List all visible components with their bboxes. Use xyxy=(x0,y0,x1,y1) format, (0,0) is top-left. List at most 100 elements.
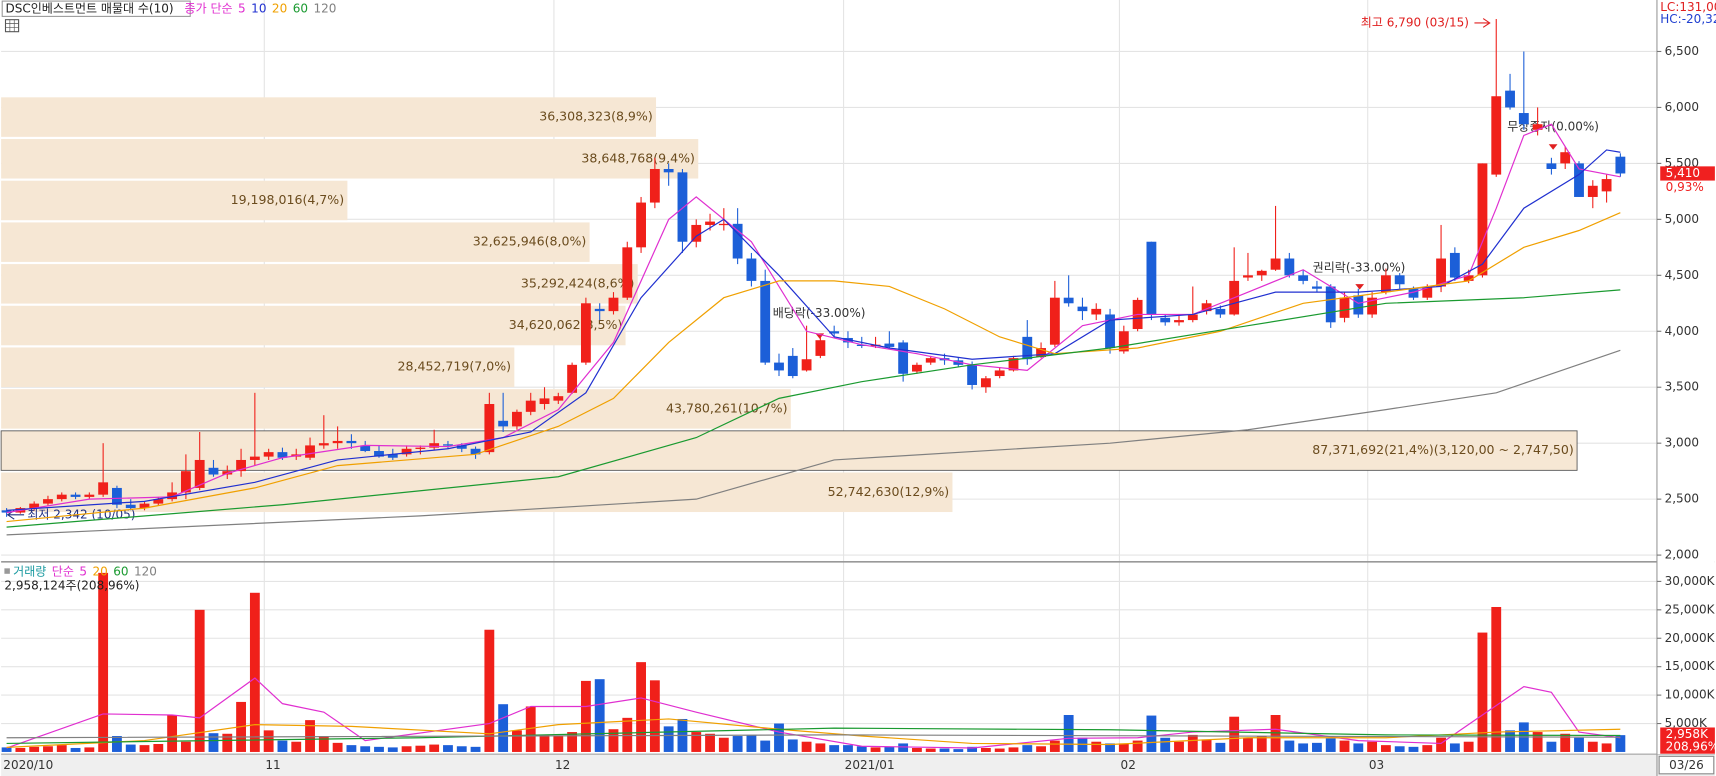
profile-bar xyxy=(0,430,1578,471)
volume-bar xyxy=(1339,740,1350,752)
volume-bar xyxy=(1422,745,1433,752)
candle-body xyxy=(760,280,771,363)
volume-bar xyxy=(1505,730,1515,752)
candle-body xyxy=(194,459,205,488)
volume-bar xyxy=(43,746,53,752)
volume-bar xyxy=(884,746,895,752)
volume-bar xyxy=(925,748,936,752)
volume-bar xyxy=(705,733,715,752)
y-axis-area xyxy=(1656,0,1715,755)
candle-body xyxy=(746,258,757,281)
volume-bar xyxy=(1615,735,1626,752)
volume-bar xyxy=(1367,741,1378,752)
legend-entry: 60 xyxy=(293,1,308,15)
candle-body xyxy=(1394,275,1405,285)
candle-body xyxy=(1256,270,1267,276)
y-tick-label: 30,000K xyxy=(1665,574,1716,588)
candle-body xyxy=(980,378,991,388)
candle-body xyxy=(1546,163,1557,169)
candle-body xyxy=(498,420,509,427)
candle-body xyxy=(580,303,591,363)
candle-body xyxy=(1422,286,1433,298)
candle-body xyxy=(1187,314,1198,321)
y-tick-label: 10,000K xyxy=(1665,688,1716,702)
y-tick-label: 4,000 xyxy=(1665,324,1699,338)
volume-title: 거래량 xyxy=(13,564,46,578)
candle-body xyxy=(29,503,40,509)
legend-entry: 5 xyxy=(79,564,87,578)
candle-body xyxy=(153,499,164,504)
candle-body xyxy=(663,168,674,173)
volume-bar xyxy=(415,745,426,752)
candle-body xyxy=(346,440,357,444)
volume-bar xyxy=(1105,743,1115,752)
candle-body xyxy=(1325,286,1336,323)
volume-bar xyxy=(580,680,591,752)
profile-label: 35,292,424(8,6%) xyxy=(521,275,635,290)
candle-body xyxy=(43,499,53,504)
legend-marker xyxy=(4,568,10,574)
volume-bar xyxy=(153,743,164,752)
candle-body xyxy=(1105,314,1115,349)
volume-bar xyxy=(1394,746,1405,752)
candle-body xyxy=(387,454,398,458)
volume-bar xyxy=(1063,715,1074,752)
candle-body xyxy=(208,467,219,475)
volume-bar xyxy=(1049,740,1060,752)
volume-bar xyxy=(1560,733,1571,752)
legend-entry: 5 xyxy=(238,1,246,15)
volume-bar xyxy=(249,592,260,752)
candle-body xyxy=(484,404,495,453)
legend-entry: 120 xyxy=(313,1,336,15)
candle-body xyxy=(649,168,660,203)
profile-bar xyxy=(1,139,699,179)
volume-bar xyxy=(498,704,509,752)
profile-label: 34,620,062(8,5%) xyxy=(509,317,623,332)
profile-label: 43,780,261(10,7%) xyxy=(666,400,788,415)
volume-bar xyxy=(787,739,798,752)
candle-body xyxy=(1339,297,1350,318)
volume-bar xyxy=(1132,740,1143,752)
volume-bar xyxy=(1463,741,1474,752)
volume-bar xyxy=(594,679,605,752)
volume-bar xyxy=(994,748,1005,752)
volume-bar xyxy=(305,720,315,752)
profile-bar xyxy=(1,264,638,304)
candle-body xyxy=(1353,295,1364,315)
candle-body xyxy=(553,396,564,401)
candle-body xyxy=(443,444,453,446)
volume-bar xyxy=(360,746,371,752)
volume-bar xyxy=(1091,741,1102,752)
volume-bar xyxy=(1146,715,1157,752)
candle-body xyxy=(1077,306,1088,312)
legend-entry: 60 xyxy=(113,564,128,578)
y-tick-label: 6,000 xyxy=(1665,100,1699,114)
candle-body xyxy=(1532,124,1543,130)
ma-line xyxy=(6,289,1621,528)
volume-box xyxy=(1660,727,1715,754)
candle-body xyxy=(1601,179,1612,192)
volume-bar xyxy=(263,730,274,752)
candle-body xyxy=(305,445,315,458)
candle-body xyxy=(1091,308,1102,315)
volume-bar xyxy=(953,749,964,752)
y-tick-label: 3,500 xyxy=(1665,380,1699,394)
candle-body xyxy=(912,364,922,372)
candle-body xyxy=(374,451,384,457)
volume-header: 거래량 단순 5 20 60 120 xyxy=(13,564,157,578)
arrow xyxy=(1474,18,1491,28)
ma-line xyxy=(6,123,1621,514)
candle-body xyxy=(677,172,688,242)
candle-body xyxy=(1049,297,1060,345)
volume-bar xyxy=(608,729,619,752)
candle-body xyxy=(1560,152,1571,164)
volume-bar xyxy=(456,746,467,752)
volume-bar xyxy=(1312,742,1322,752)
ma-line xyxy=(6,149,1621,511)
volume-bar xyxy=(1353,743,1364,752)
candle-body xyxy=(1615,156,1626,174)
candle-body xyxy=(732,223,743,259)
top-right-label: HC:-20,32 xyxy=(1660,12,1716,26)
candle-body xyxy=(125,504,136,509)
volume-bar xyxy=(1270,715,1281,752)
